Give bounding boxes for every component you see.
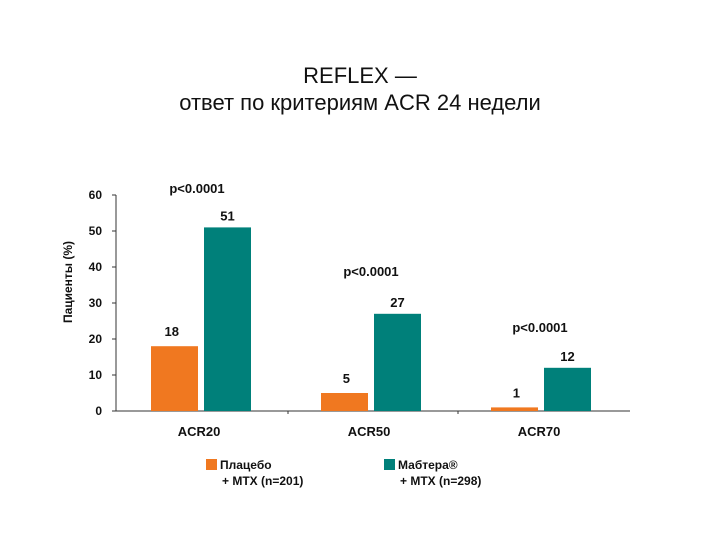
title-line-1: REFLEX — (303, 63, 417, 88)
legend-label-mabthera-line2: + МТХ (n=298) (400, 474, 482, 488)
bar-placebo-acr50 (321, 393, 368, 411)
data-label: 12 (560, 349, 574, 364)
bar-mabthera-acr70 (544, 367, 591, 411)
bar-mabthera-acr50 (374, 313, 421, 411)
p-value-annotation: p<0.0001 (169, 181, 224, 196)
x-tick-label: ACR20 (178, 424, 221, 439)
title-line-2: ответ по критериям ACR 24 недели (179, 90, 541, 115)
y-tick-label: 10 (89, 368, 103, 382)
y-axis-label: Пациенты (%) (61, 241, 75, 323)
data-labels: 18 51 p<0.0001 5 27 p<0.0001 1 12 p<0.0001 (165, 181, 575, 400)
legend-label-placebo-line2: + МТХ (n=201) (222, 474, 304, 488)
x-tick-label: ACR50 (348, 424, 391, 439)
y-tick-label: 40 (89, 260, 103, 274)
page-title: REFLEX — ответ по критериям ACR 24 недел… (0, 62, 720, 116)
x-tick-label: ACR70 (518, 424, 561, 439)
bar-placebo-acr70 (491, 407, 538, 411)
legend-label-mabthera-line1: Мабтера® (398, 458, 458, 472)
data-label: 27 (390, 295, 404, 310)
bars (151, 227, 591, 411)
data-label: 51 (220, 208, 234, 223)
bar-placebo-acr20 (151, 346, 198, 411)
legend-swatch-mabthera (384, 459, 395, 470)
p-value-annotation: p<0.0001 (512, 320, 567, 335)
legend-swatch-placebo (206, 459, 217, 470)
data-label: 5 (343, 371, 350, 386)
data-label: 1 (513, 385, 520, 400)
data-label: 18 (165, 324, 179, 339)
axes: 0 10 20 30 40 50 60 ACR20 ACR50 ACR70 (89, 188, 630, 439)
bar-mabthera-acr20 (204, 227, 251, 411)
y-tick-label: 0 (95, 404, 102, 418)
legend-label-placebo-line1: Плацебо (220, 458, 272, 472)
y-tick-label: 20 (89, 332, 103, 346)
y-tick-label: 60 (89, 188, 103, 202)
p-value-annotation: p<0.0001 (343, 264, 398, 279)
y-tick-label: 30 (89, 296, 103, 310)
y-tick-label: 50 (89, 224, 103, 238)
